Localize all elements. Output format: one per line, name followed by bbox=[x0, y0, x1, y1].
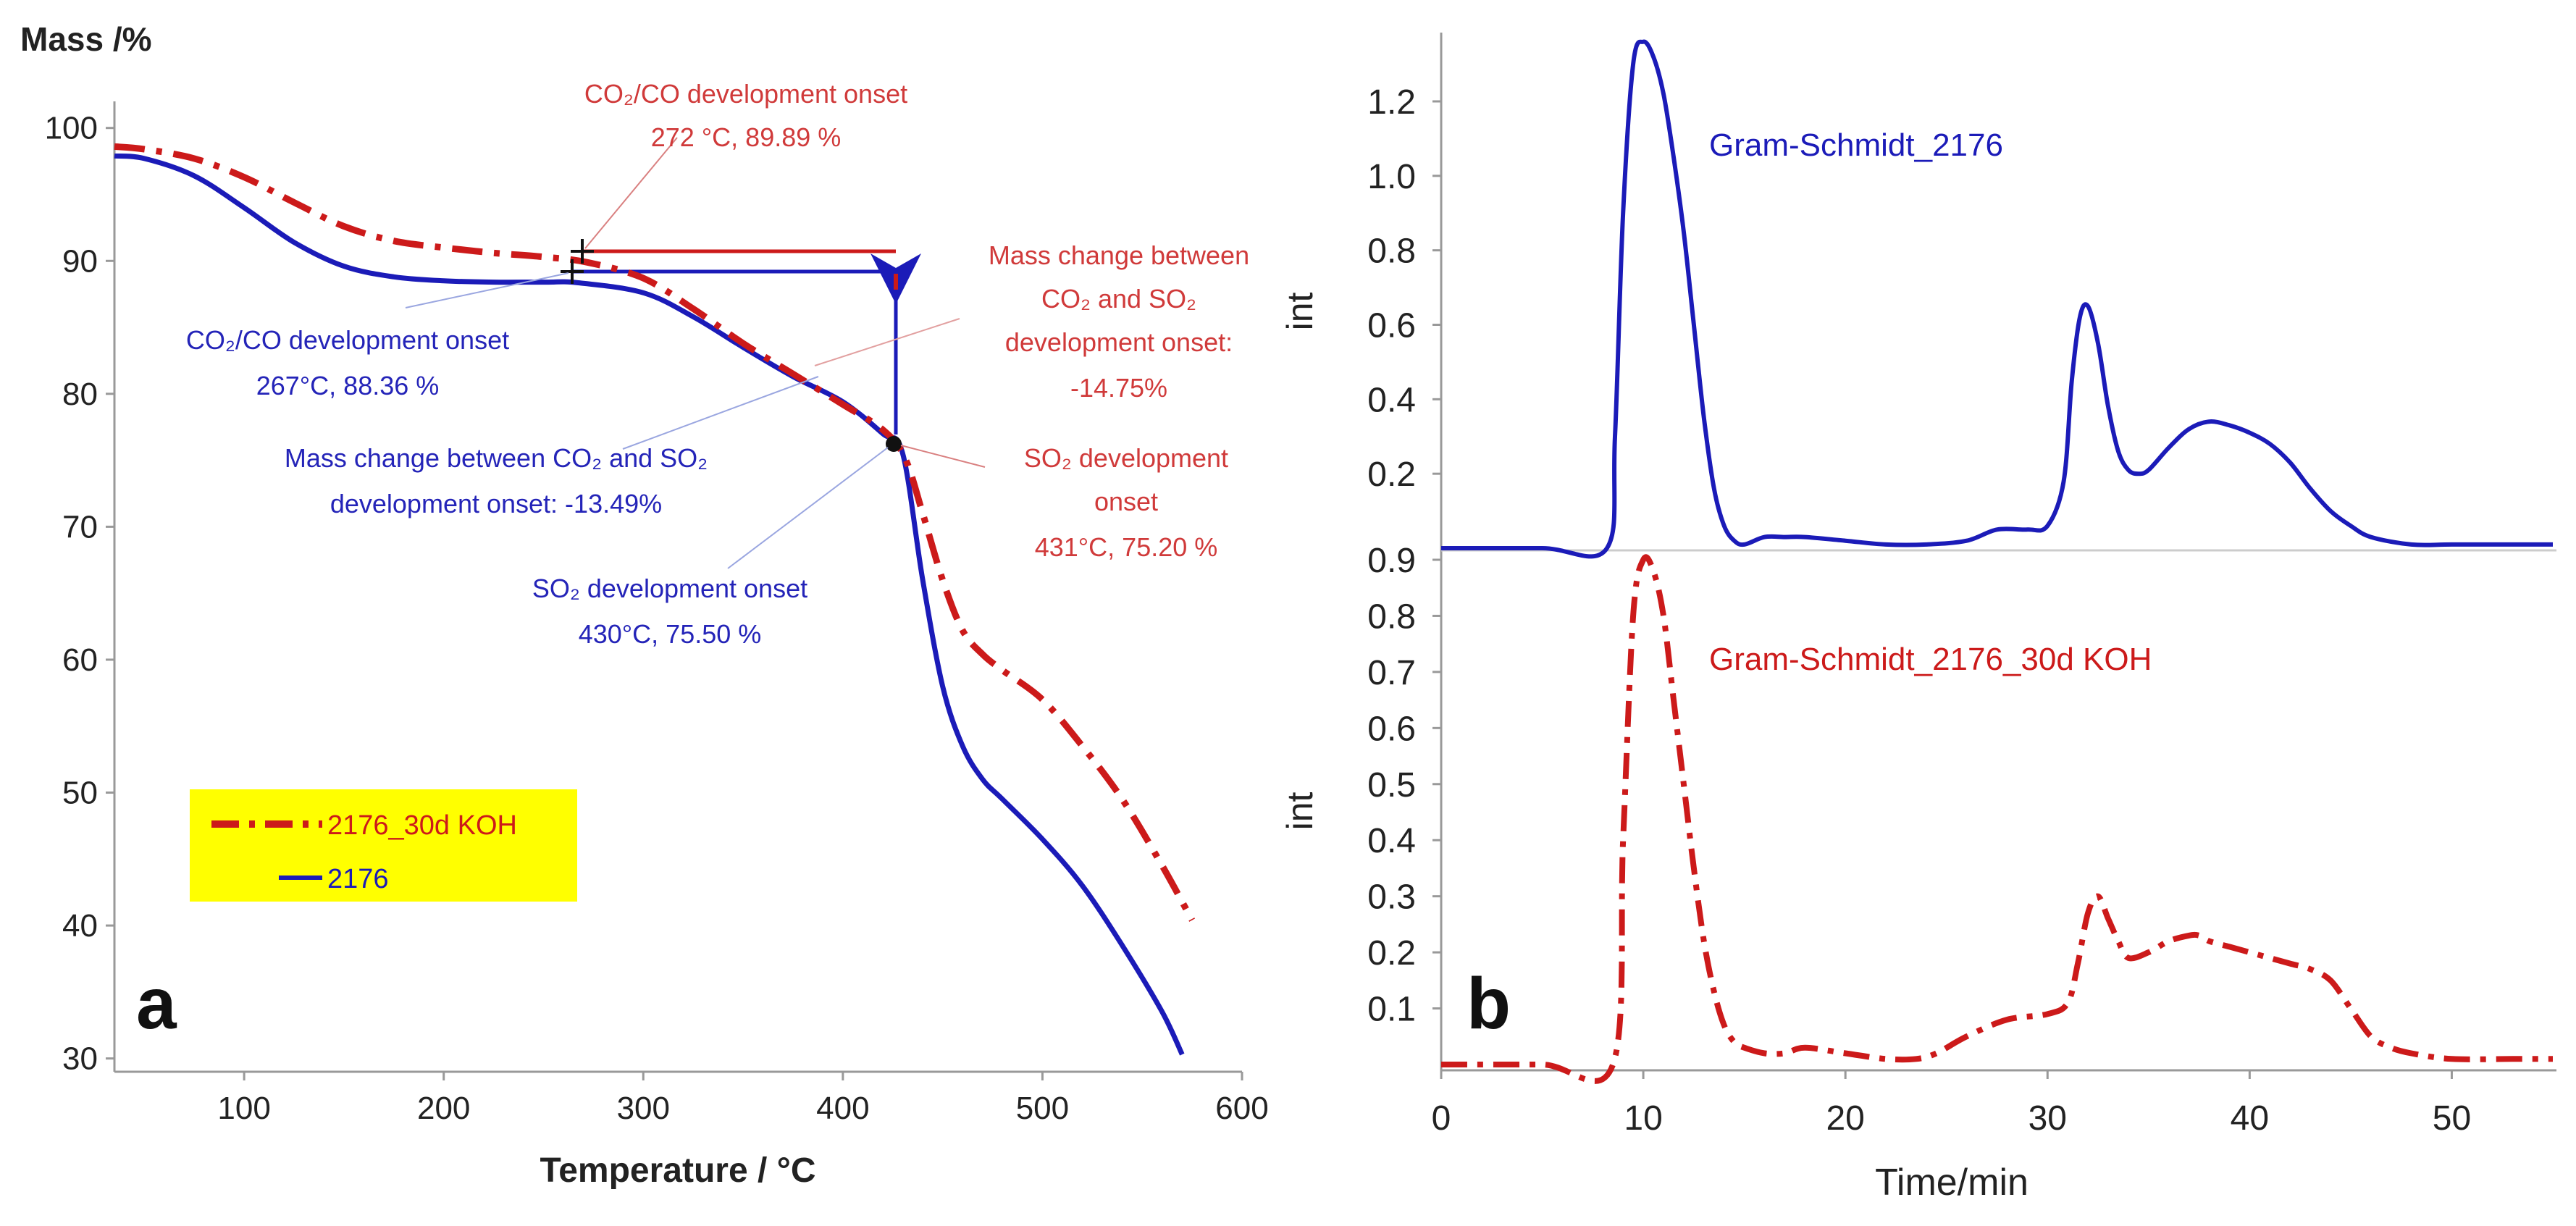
panel-b-x-tick-label: 40 bbox=[2231, 1099, 2269, 1138]
panel-b-bottom-y-tick-label: 0.1 bbox=[1367, 991, 1416, 1029]
ann-blue-mass-2: development onset: -13.49% bbox=[330, 489, 662, 518]
panel-b-x-axis-title: Time/min bbox=[1875, 1162, 2029, 1204]
ann-red-mass-4: -14.75% bbox=[1070, 373, 1167, 403]
panel-b-bottom-y-tick-label: 0.6 bbox=[1367, 710, 1416, 748]
panel-a-y-tick-label: 70 bbox=[62, 509, 98, 545]
panel-a-y-tick-label: 80 bbox=[62, 377, 98, 412]
so2-onset-marker bbox=[886, 436, 902, 452]
panel-b-top-y-tick-label: 0.6 bbox=[1367, 307, 1416, 345]
panel-b-x-tick-label: 10 bbox=[1624, 1099, 1662, 1138]
ann-red-mass-3: development onset: bbox=[1005, 327, 1233, 357]
panel-b-x-tick-label: 0 bbox=[1432, 1099, 1451, 1138]
ann-blue-so2-2: 430°C, 75.50 % bbox=[579, 619, 762, 649]
panel-b: 0 10 20 30 40 50 1.2 1.0 0.8 0.6 0.4 0.2 0.9 0.8 0.7 0.… bbox=[1280, 33, 2556, 1204]
panel-a-y-axis-title: Mass /% bbox=[20, 20, 152, 58]
panel-b-bottom-y-tick-label: 0.9 bbox=[1367, 542, 1416, 580]
panel-b-bottom-y-tick-label: 0.3 bbox=[1367, 878, 1416, 917]
series-gram-schmidt-2176 bbox=[1441, 39, 2553, 559]
panel-a-x-tick-label: 300 bbox=[617, 1091, 670, 1126]
leader-blue-mass bbox=[622, 376, 819, 450]
ann-blue-co2-title: CO₂/CO development onset bbox=[186, 325, 509, 355]
series-2176 bbox=[114, 153, 1185, 1056]
ann-red-so2-1: SO₂ development bbox=[1024, 443, 1228, 473]
panel-b-x-tick-label: 30 bbox=[2029, 1099, 2067, 1138]
panel-b-bottom-y-tick-label: 0.4 bbox=[1367, 822, 1416, 860]
panel-b-y-axis-title-top: int bbox=[1280, 292, 1320, 330]
ann-blue-co2-value: 267°C, 88.36 % bbox=[256, 371, 440, 400]
panel-b-top-y-tick-label: 1.2 bbox=[1367, 83, 1416, 122]
panel-b-bottom-y-tick-label: 0.5 bbox=[1367, 766, 1416, 805]
leader-blue-so2 bbox=[727, 447, 889, 569]
panel-a-x-tick-label: 400 bbox=[816, 1091, 869, 1126]
legend-label-2176: 2176 bbox=[327, 864, 389, 894]
panel-a: 100 200 300 400 500 600 100 90 80 70 60 50 40 30 Mass… bbox=[20, 20, 1269, 1190]
ann-red-so2-3: 431°C, 75.20 % bbox=[1035, 532, 1218, 562]
panel-a-x-tick-label: 200 bbox=[417, 1091, 470, 1126]
panel-b-top-y-tick-label: 0.8 bbox=[1367, 232, 1416, 271]
series-2176-30d-koh bbox=[114, 143, 1196, 922]
panel-a-legend: 2176_30d KOH 2176 bbox=[190, 789, 577, 902]
panel-b-bottom-y-tick-label: 0.2 bbox=[1367, 934, 1416, 973]
panel-a-x-axis-title: Temperature / °C bbox=[540, 1151, 815, 1190]
leader-red-mass bbox=[814, 318, 960, 366]
panel-b-x-tick-label: 20 bbox=[1826, 1099, 1864, 1138]
blue-co2-onset-marker bbox=[561, 259, 584, 284]
panel-a-y-tick-label: 50 bbox=[62, 776, 98, 811]
panel-a-x-tick-label: 100 bbox=[217, 1091, 270, 1126]
panel-b-top-y-tick-label: 0.2 bbox=[1367, 455, 1416, 494]
panel-a-y-tick-label: 30 bbox=[62, 1041, 98, 1077]
ann-red-co2-value: 272 °C, 89.89 % bbox=[651, 122, 842, 152]
panel-b-top-y-tick-label: 0.4 bbox=[1367, 381, 1416, 419]
leader-red-co2 bbox=[584, 137, 678, 249]
panel-b-x-tick-label: 50 bbox=[2433, 1099, 2471, 1138]
top-series-label: Gram-Schmidt_2176 bbox=[1709, 127, 2003, 163]
panel-b-label: b bbox=[1467, 963, 1511, 1044]
panel-b-ticks: 0 10 20 30 40 50 1.2 1.0 0.8 0.6 0.4 0.2 0.9 0.8 0.7 0.… bbox=[1367, 83, 2471, 1138]
panel-a-label: a bbox=[136, 963, 177, 1044]
leader-blue-co2 bbox=[405, 272, 569, 308]
series-gram-schmidt-2176-30d-koh bbox=[1441, 554, 2553, 1084]
panel-b-bottom-y-tick-label: 0.8 bbox=[1367, 597, 1416, 636]
panel-a-x-tick-label: 600 bbox=[1215, 1091, 1268, 1126]
panel-b-bottom-y-tick-label: 0.7 bbox=[1367, 654, 1416, 692]
ann-red-mass-2: CO₂ and SO₂ bbox=[1041, 284, 1196, 314]
ann-blue-mass-1: Mass change between CO₂ and SO₂ bbox=[285, 443, 708, 473]
panel-a-y-tick-label: 40 bbox=[62, 908, 98, 944]
red-co2-onset-marker bbox=[571, 239, 594, 264]
panel-a-y-tick-label: 60 bbox=[62, 642, 98, 678]
panel-a-y-tick-label: 90 bbox=[62, 243, 98, 279]
ann-red-so2-2: onset bbox=[1094, 487, 1158, 516]
bottom-series-label: Gram-Schmidt_2176_30d KOH bbox=[1709, 642, 2152, 677]
panel-a-x-tick-label: 500 bbox=[1016, 1091, 1069, 1126]
leader-red-so2 bbox=[900, 445, 986, 468]
panel-a-ticks: 100 200 300 400 500 600 100 90 80 70 60 50 40 30 bbox=[45, 111, 1269, 1126]
panel-b-y-axis-title-bottom: int bbox=[1280, 792, 1320, 830]
legend-label-2176-30d-koh: 2176_30d KOH bbox=[327, 810, 517, 841]
panel-b-top-y-tick-label: 1.0 bbox=[1367, 158, 1416, 196]
legend-background bbox=[190, 789, 577, 902]
panel-a-y-tick-label: 100 bbox=[45, 111, 98, 146]
ann-red-co2-title: CO₂/CO development onset bbox=[584, 79, 907, 109]
ann-red-mass-1: Mass change between bbox=[989, 240, 1249, 270]
ann-blue-so2-1: SO₂ development onset bbox=[532, 574, 807, 603]
